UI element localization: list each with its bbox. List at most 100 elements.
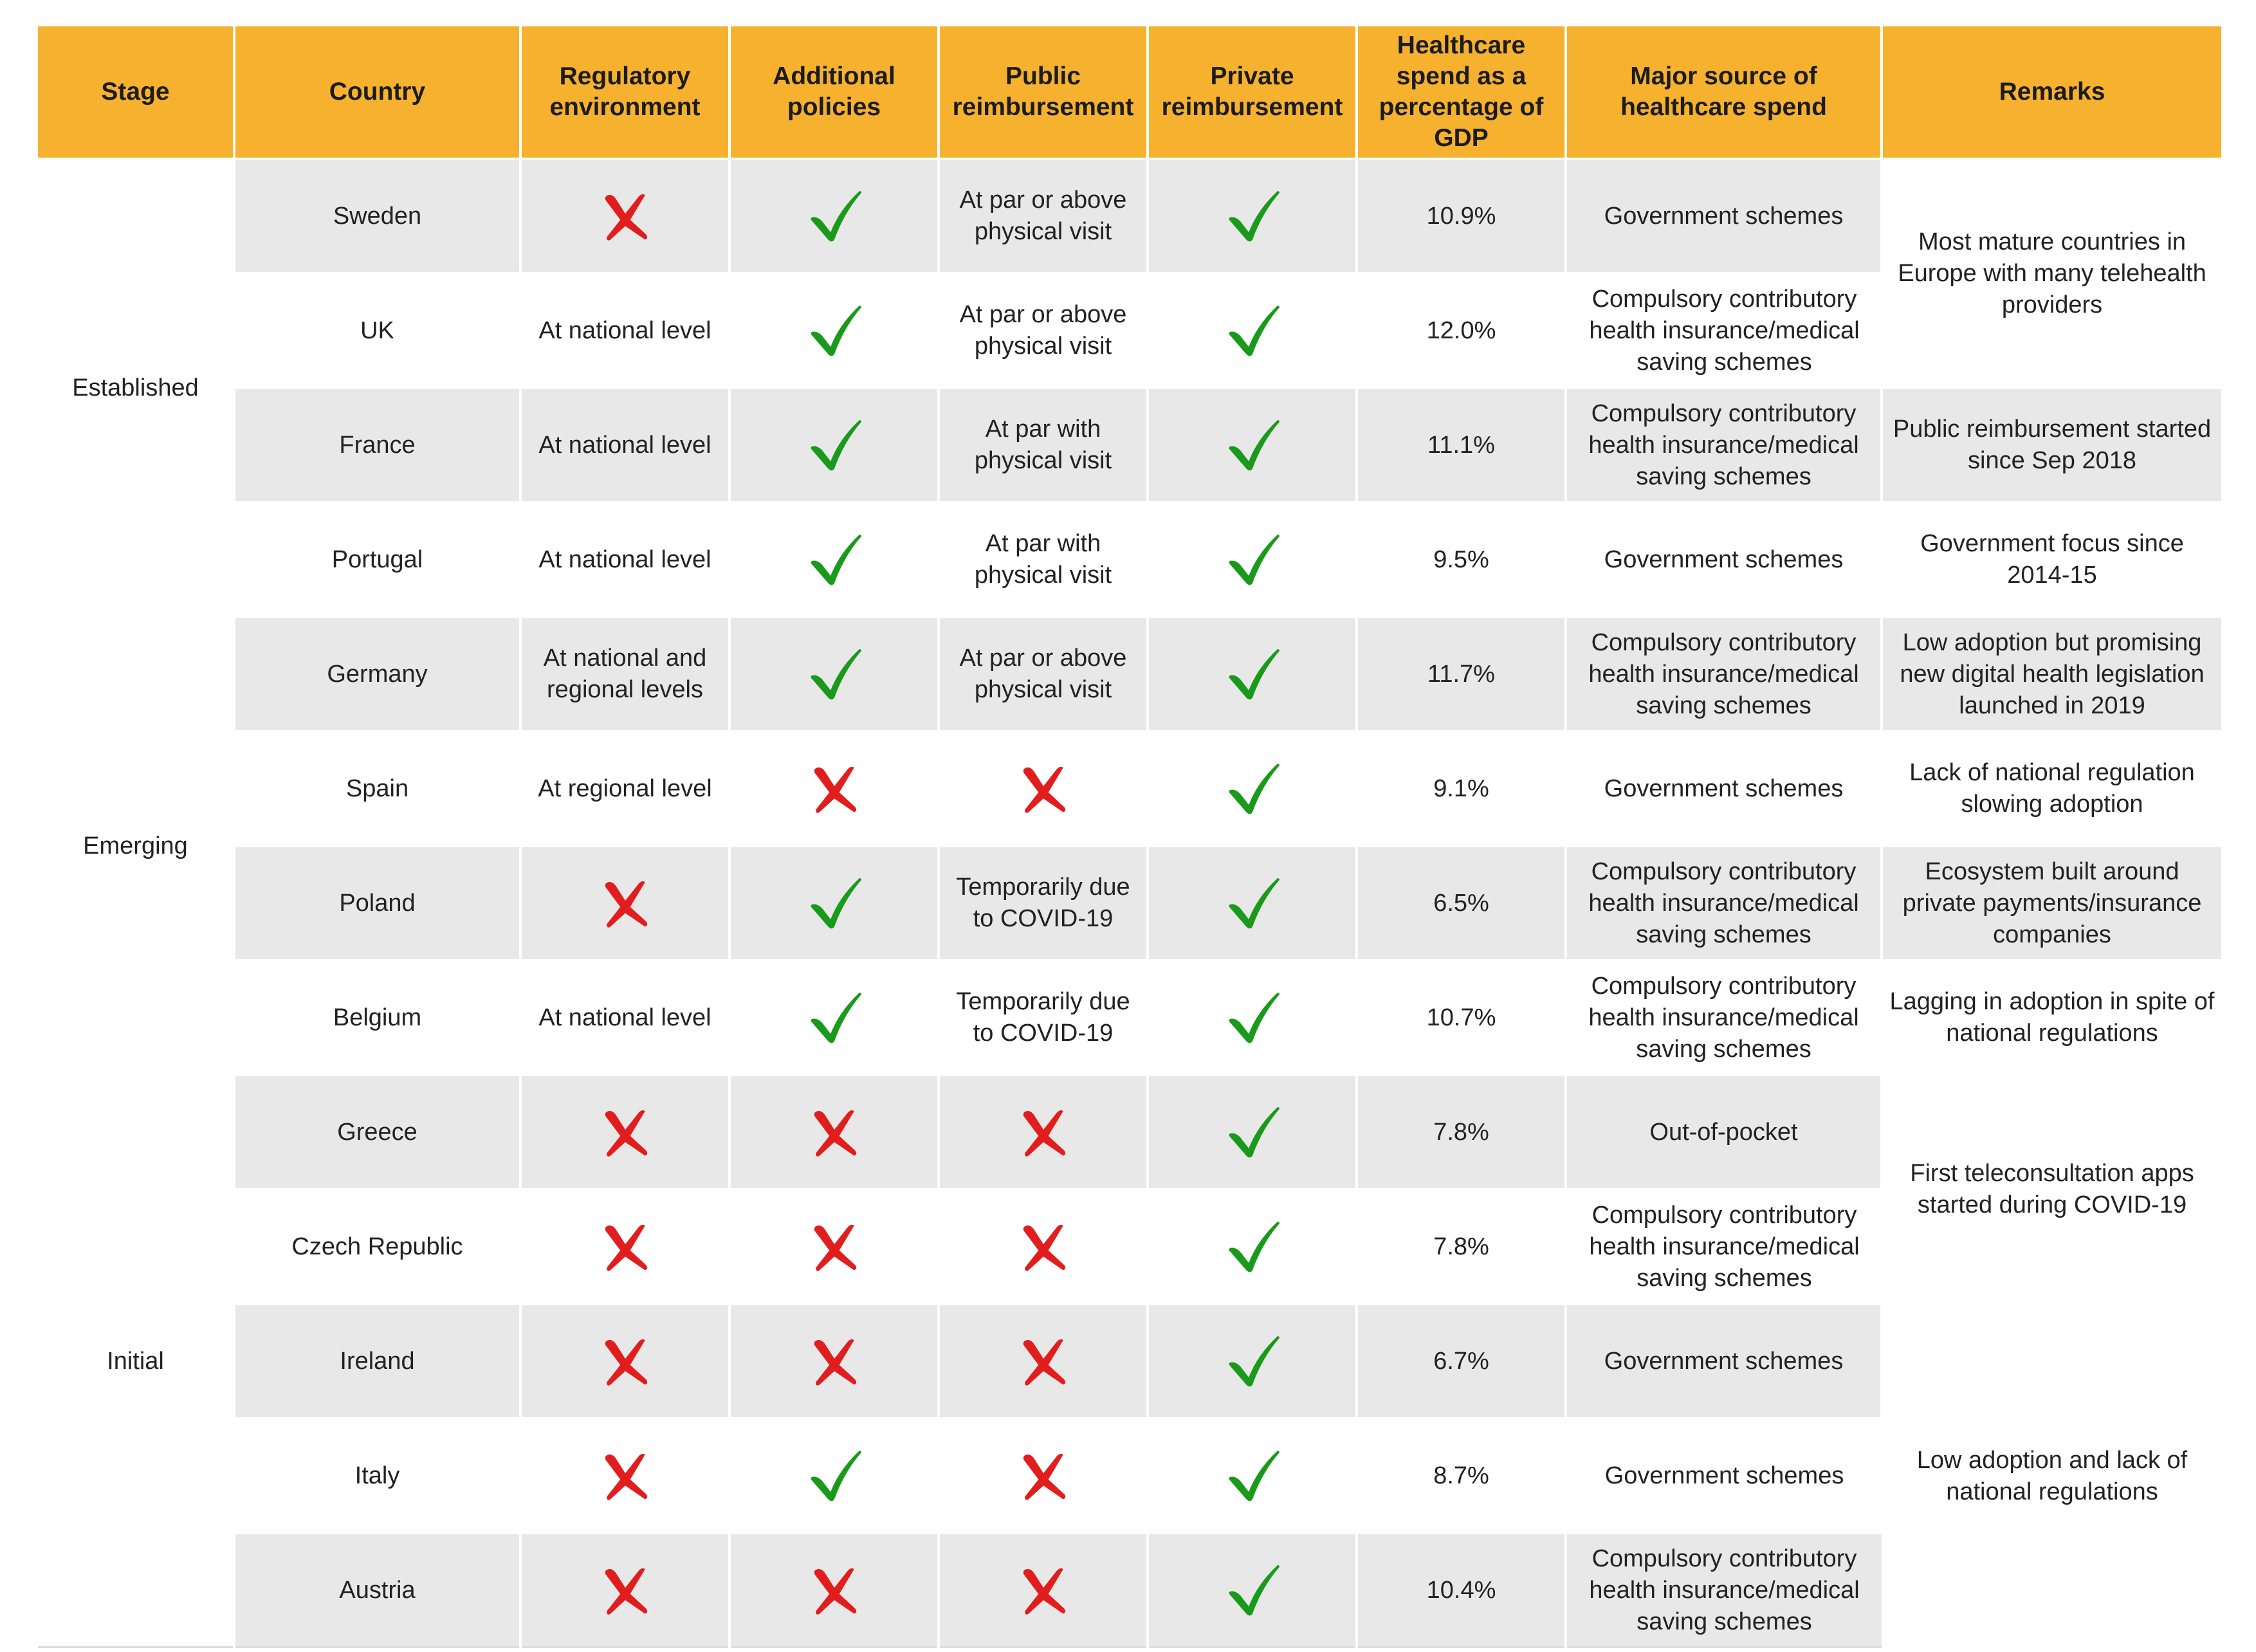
healthcare-spend-cell[interactable]: 12.0% [1357, 272, 1567, 388]
healthcare-spend-cell[interactable]: 10.4% [1357, 1532, 1567, 1648]
stage-cell[interactable]: Established [38, 158, 235, 618]
country-cell[interactable]: Austria [234, 1532, 522, 1648]
header-country[interactable]: Country [234, 26, 522, 159]
country-cell[interactable]: Ireland [234, 1303, 522, 1418]
additional-policies-cell[interactable] [729, 1532, 940, 1648]
additional-policies-cell[interactable] [729, 387, 940, 502]
header-healthcare-spend[interactable]: Healthcare spend as a percentage of GDP [1357, 26, 1567, 159]
public-reimbursement-cell[interactable] [939, 1417, 1149, 1533]
public-reimbursement-cell[interactable]: Temporarily due to COVID-19 [939, 959, 1149, 1075]
country-cell[interactable]: Czech Republic [234, 1188, 522, 1304]
header-remarks[interactable]: Remarks [1882, 26, 2221, 159]
spend-source-cell[interactable]: Compulsory contributory health insurance… [1566, 387, 1883, 502]
private-reimbursement-cell[interactable] [1148, 1303, 1358, 1418]
regulatory-cell[interactable]: At national level [520, 501, 731, 617]
remarks-cell[interactable]: Ecosystem built around private payments/… [1882, 845, 2221, 960]
regulatory-cell[interactable] [520, 1417, 731, 1533]
public-reimbursement-cell[interactable]: At par or above physical visit [939, 272, 1149, 388]
additional-policies-cell[interactable] [729, 158, 940, 273]
remarks-cell[interactable]: Lagging in adoption in spite of national… [1882, 959, 2221, 1075]
public-reimbursement-cell[interactable] [939, 1074, 1149, 1189]
healthcare-spend-cell[interactable]: 6.7% [1357, 1303, 1567, 1418]
remarks-cell[interactable]: First teleconsultation apps started duri… [1882, 1074, 2221, 1304]
additional-policies-cell[interactable] [729, 1188, 940, 1304]
spend-source-cell[interactable]: Government schemes [1566, 1417, 1882, 1533]
private-reimbursement-cell[interactable] [1148, 1532, 1358, 1648]
country-cell[interactable]: UK [234, 272, 522, 388]
remarks-cell[interactable]: Government focus since 2014-15 [1882, 501, 2221, 617]
additional-policies-cell[interactable] [729, 501, 940, 617]
healthcare-spend-cell[interactable]: 6.5% [1357, 845, 1567, 960]
header-major-source[interactable]: Major source of healthcare spend [1566, 26, 1883, 159]
additional-policies-cell[interactable] [729, 272, 940, 388]
header-public-reimbursement[interactable]: Public reimbursement [939, 26, 1149, 159]
healthcare-spend-cell[interactable]: 9.5% [1357, 501, 1567, 617]
spend-source-cell[interactable]: Compulsory contributory health insurance… [1566, 1188, 1882, 1304]
country-cell[interactable]: Belgium [234, 959, 522, 1075]
healthcare-spend-cell[interactable]: 10.9% [1357, 158, 1567, 273]
country-cell[interactable]: France [234, 387, 522, 502]
country-cell[interactable]: Poland [234, 845, 522, 960]
regulatory-cell[interactable] [520, 845, 731, 960]
healthcare-spend-cell[interactable]: 10.7% [1357, 959, 1567, 1075]
regulatory-cell[interactable]: At national level [520, 959, 731, 1075]
public-reimbursement-cell[interactable]: At par with physical visit [939, 387, 1149, 502]
private-reimbursement-cell[interactable] [1148, 616, 1358, 731]
public-reimbursement-cell[interactable] [939, 1532, 1149, 1648]
public-reimbursement-cell[interactable]: At par or above physical visit [939, 616, 1149, 731]
regulatory-cell[interactable] [520, 1303, 731, 1418]
stage-cell[interactable]: Emerging [38, 616, 235, 1076]
header-additional-policies[interactable]: Additional policies [729, 26, 940, 159]
regulatory-cell[interactable]: At regional level [520, 730, 731, 846]
regulatory-cell[interactable]: At national level [520, 272, 731, 388]
private-reimbursement-cell[interactable] [1148, 1188, 1358, 1304]
regulatory-cell[interactable] [520, 1532, 731, 1648]
spend-source-cell[interactable]: Out-of-pocket [1566, 1074, 1883, 1189]
private-reimbursement-cell[interactable] [1148, 1417, 1358, 1533]
public-reimbursement-cell[interactable]: At par with physical visit [939, 501, 1149, 617]
public-reimbursement-cell[interactable]: At par or above physical visit [939, 158, 1149, 273]
remarks-cell[interactable]: Public reimbursement started since Sep 2… [1882, 387, 2221, 502]
header-regulatory-environment[interactable]: Regulatory environment [520, 26, 731, 159]
country-cell[interactable]: Germany [234, 616, 522, 731]
private-reimbursement-cell[interactable] [1148, 501, 1358, 617]
public-reimbursement-cell[interactable]: Temporarily due to COVID-19 [939, 845, 1149, 960]
additional-policies-cell[interactable] [729, 616, 940, 731]
header-private-reimbursement[interactable]: Private reimbursement [1148, 26, 1358, 159]
remarks-cell[interactable]: Low adoption and lack of national regula… [1882, 1303, 2221, 1647]
private-reimbursement-cell[interactable] [1148, 959, 1358, 1075]
additional-policies-cell[interactable] [729, 845, 940, 960]
private-reimbursement-cell[interactable] [1148, 158, 1358, 273]
country-cell[interactable]: Sweden [234, 158, 522, 273]
spend-source-cell[interactable]: Compulsory contributory health insurance… [1566, 616, 1883, 731]
country-cell[interactable]: Spain [234, 730, 522, 846]
spend-source-cell[interactable]: Government schemes [1566, 501, 1883, 617]
spend-source-cell[interactable]: Compulsory contributory health insurance… [1566, 272, 1882, 388]
healthcare-spend-cell[interactable]: 7.8% [1357, 1188, 1567, 1304]
regulatory-cell[interactable]: At national level [520, 387, 731, 502]
private-reimbursement-cell[interactable] [1148, 387, 1358, 502]
healthcare-spend-cell[interactable]: 8.7% [1357, 1417, 1567, 1533]
regulatory-cell[interactable] [520, 1188, 731, 1304]
healthcare-spend-cell[interactable]: 7.8% [1357, 1074, 1567, 1189]
public-reimbursement-cell[interactable] [939, 730, 1149, 846]
regulatory-cell[interactable] [520, 1074, 731, 1189]
additional-policies-cell[interactable] [729, 1074, 940, 1189]
header-stage[interactable]: Stage [38, 26, 235, 159]
private-reimbursement-cell[interactable] [1148, 845, 1358, 960]
spend-source-cell[interactable]: Government schemes [1566, 1303, 1883, 1418]
regulatory-cell[interactable]: At national and regional levels [520, 616, 731, 731]
country-cell[interactable]: Portugal [234, 501, 522, 617]
spend-source-cell[interactable]: Compulsory contributory health insurance… [1566, 845, 1883, 960]
additional-policies-cell[interactable] [729, 730, 940, 846]
country-cell[interactable]: Italy [234, 1417, 522, 1533]
regulatory-cell[interactable] [520, 158, 731, 273]
private-reimbursement-cell[interactable] [1148, 272, 1358, 388]
healthcare-spend-cell[interactable]: 11.1% [1357, 387, 1567, 502]
public-reimbursement-cell[interactable] [939, 1188, 1149, 1304]
public-reimbursement-cell[interactable] [939, 1303, 1149, 1418]
additional-policies-cell[interactable] [729, 1303, 940, 1418]
remarks-cell[interactable]: Low adoption but promising new digital h… [1882, 616, 2221, 731]
healthcare-spend-cell[interactable]: 9.1% [1357, 730, 1567, 846]
spend-source-cell[interactable]: Compulsory contributory health insurance… [1566, 1532, 1882, 1648]
